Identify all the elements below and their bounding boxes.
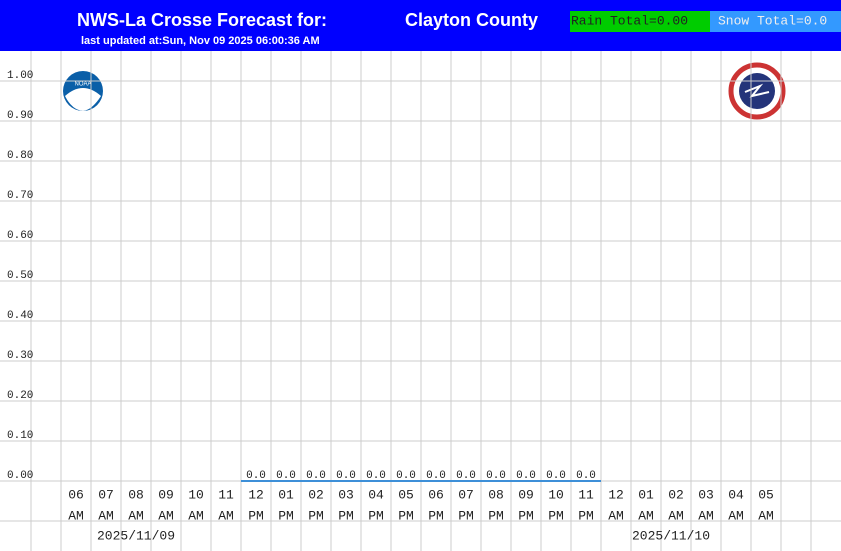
value-label: 0.0 xyxy=(366,470,386,482)
x-tick-period: AM xyxy=(728,508,744,523)
bar xyxy=(511,480,541,482)
bar xyxy=(391,480,421,482)
bar xyxy=(271,480,301,482)
y-tick-label: 0.90 xyxy=(7,110,33,122)
rain-box xyxy=(570,11,710,32)
bar xyxy=(241,480,271,482)
x-tick-period: AM xyxy=(188,508,204,523)
value-label: 0.0 xyxy=(456,470,476,482)
nws-logo xyxy=(728,62,786,120)
x-tick-hour: 05 xyxy=(398,487,414,502)
x-tick-period: AM xyxy=(758,508,774,523)
location: Clayton County xyxy=(405,10,538,30)
x-tick-period: AM xyxy=(668,508,684,523)
x-tick-hour: 10 xyxy=(188,487,204,502)
y-tick-label: 0.80 xyxy=(7,150,33,162)
value-label: 0.0 xyxy=(306,470,326,482)
x-tick-period: PM xyxy=(248,508,264,523)
x-tick-period: AM xyxy=(158,508,174,523)
value-label: 0.0 xyxy=(486,470,506,482)
x-tick-period: PM xyxy=(458,508,474,523)
x-tick-hour: 01 xyxy=(278,487,294,502)
x-tick-period: AM xyxy=(128,508,144,523)
y-tick-label: 0.10 xyxy=(7,430,33,442)
y-tick-label: 0.40 xyxy=(7,310,33,322)
x-tick-hour: 03 xyxy=(338,487,354,502)
x-tick-hour: 02 xyxy=(308,487,324,502)
x-tick-hour: 06 xyxy=(428,487,444,502)
x-tick-period: PM xyxy=(308,508,324,523)
x-tick-period: AM xyxy=(98,508,114,523)
chart-title: NWS-La Crosse Forecast for: xyxy=(77,10,327,30)
y-tick-label: 1.00 xyxy=(7,70,33,82)
x-tick-period: PM xyxy=(578,508,594,523)
bar xyxy=(481,480,511,482)
bar xyxy=(571,480,601,482)
x-tick-period: PM xyxy=(488,508,504,523)
y-tick-label: 0.60 xyxy=(7,230,33,242)
x-tick-period: PM xyxy=(278,508,294,523)
value-label: 0.0 xyxy=(276,470,296,482)
svg-text:NOAA: NOAA xyxy=(74,82,91,88)
x-tick-period: PM xyxy=(398,508,414,523)
bar xyxy=(451,480,481,482)
value-label: 0.0 xyxy=(546,470,566,482)
x-tick-period: PM xyxy=(548,508,564,523)
x-tick-hour: 09 xyxy=(518,487,534,502)
y-tick-label: 0.30 xyxy=(7,350,33,362)
x-tick-period: AM xyxy=(68,508,84,523)
bar xyxy=(361,480,391,482)
x-tick-hour: 06 xyxy=(68,487,84,502)
x-tick-hour: 11 xyxy=(578,487,594,502)
x-tick-hour: 04 xyxy=(728,487,744,502)
bar xyxy=(331,480,361,482)
x-tick-period: AM xyxy=(608,508,624,523)
value-label: 0.0 xyxy=(246,470,266,482)
snow-total: Snow Total=0.0 xyxy=(718,13,827,28)
x-tick-hour: 08 xyxy=(488,487,504,502)
value-label: 0.0 xyxy=(576,470,596,482)
x-tick-period: AM xyxy=(698,508,714,523)
x-tick-hour: 01 xyxy=(638,487,654,502)
bar xyxy=(301,480,331,482)
x-tick-hour: 05 xyxy=(758,487,774,502)
x-tick-hour: 08 xyxy=(128,487,144,502)
date-label: 2025/11/09 xyxy=(97,528,175,543)
date-label: 2025/11/10 xyxy=(632,528,710,543)
x-tick-period: PM xyxy=(518,508,534,523)
rain-total: Rain Total=0.00 xyxy=(571,13,688,28)
y-tick-label: 0.00 xyxy=(7,470,33,482)
value-label: 0.0 xyxy=(396,470,416,482)
y-tick-label: 0.70 xyxy=(7,190,33,202)
value-label: 0.0 xyxy=(336,470,356,482)
value-label: 0.0 xyxy=(426,470,446,482)
x-tick-hour: 12 xyxy=(248,487,264,502)
x-tick-hour: 07 xyxy=(458,487,474,502)
y-tick-label: 0.20 xyxy=(7,390,33,402)
bar xyxy=(541,480,571,482)
value-label: 0.0 xyxy=(516,470,536,482)
x-tick-hour: 02 xyxy=(668,487,684,502)
y-tick-label: 0.50 xyxy=(7,270,33,282)
x-tick-period: AM xyxy=(218,508,234,523)
x-tick-hour: 11 xyxy=(218,487,234,502)
x-tick-period: PM xyxy=(338,508,354,523)
x-tick-period: PM xyxy=(368,508,384,523)
subtitle: last updated at:Sun, Nov 09 2025 06:00:3… xyxy=(81,35,320,47)
x-tick-hour: 07 xyxy=(98,487,114,502)
x-tick-period: AM xyxy=(638,508,654,523)
noaa-logo: NOAA xyxy=(63,71,103,111)
x-tick-hour: 10 xyxy=(548,487,564,502)
x-tick-hour: 03 xyxy=(698,487,714,502)
snow-box xyxy=(710,11,841,32)
bar xyxy=(421,480,451,482)
x-tick-hour: 04 xyxy=(368,487,384,502)
x-tick-hour: 12 xyxy=(608,487,624,502)
x-tick-period: PM xyxy=(428,508,444,523)
x-tick-hour: 09 xyxy=(158,487,174,502)
